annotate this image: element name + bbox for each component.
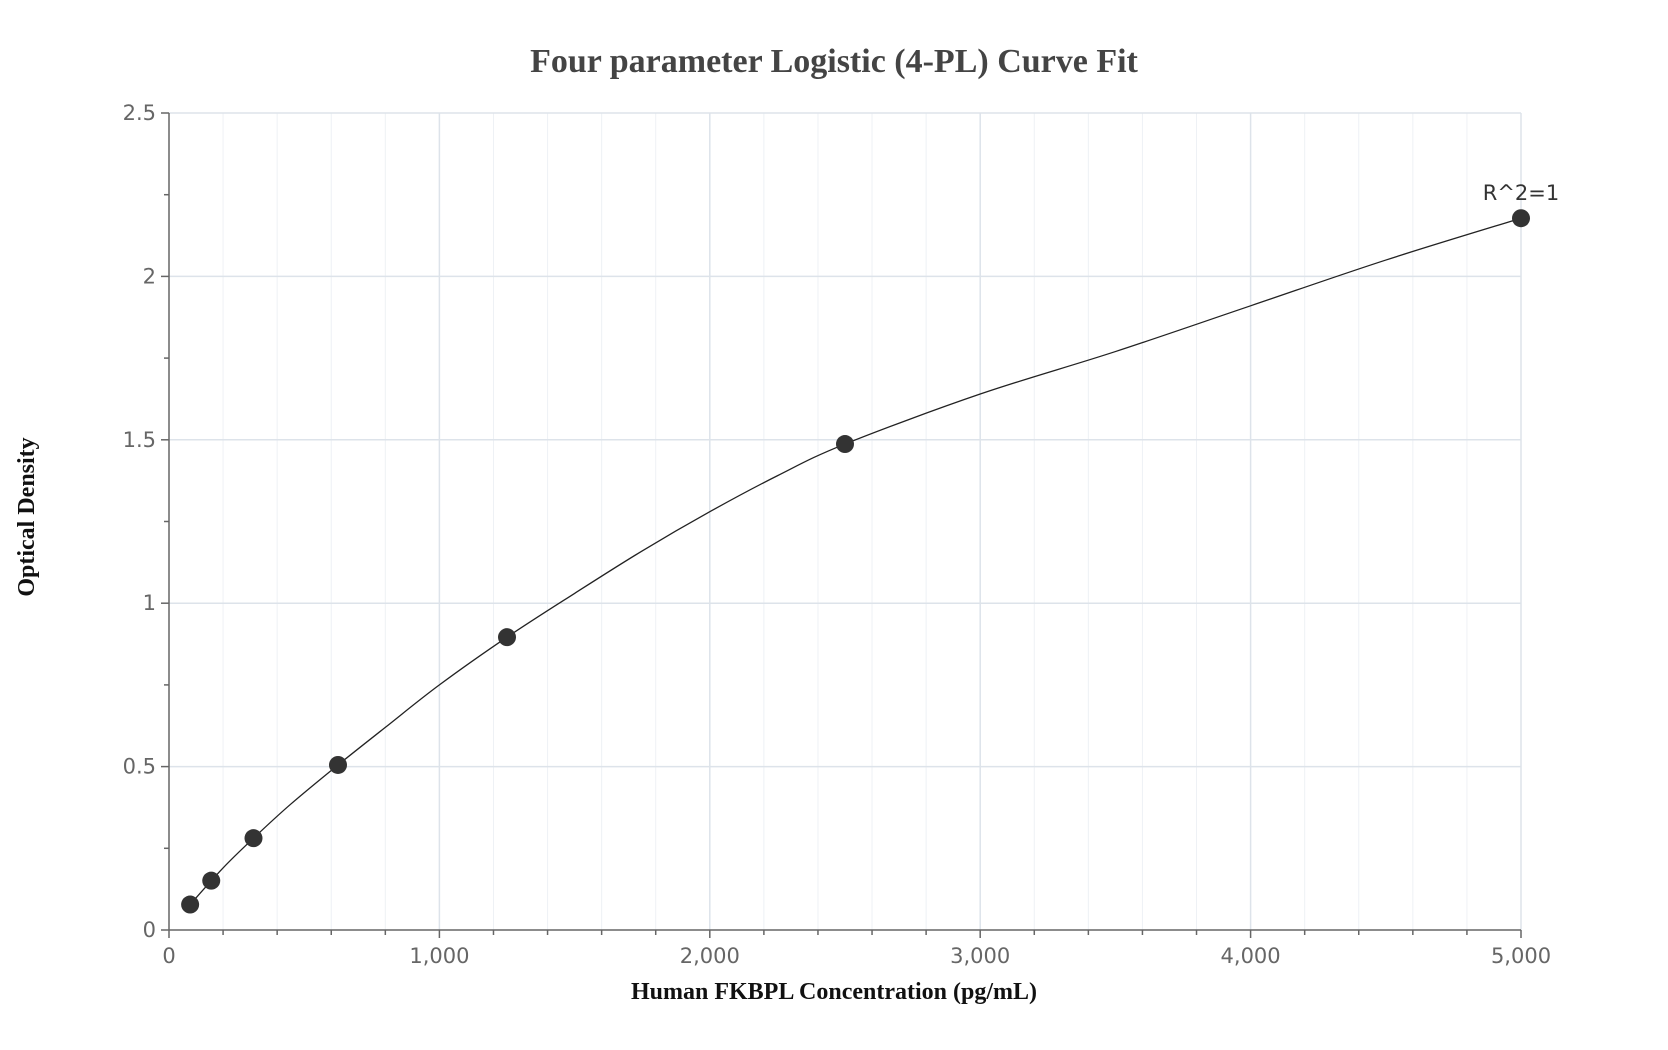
data-point (181, 895, 200, 914)
y-tick-label: 1 (143, 591, 156, 615)
y-axis-title: Optical Density (14, 437, 40, 596)
fit-curve-group (189, 217, 1522, 905)
y-tick-label: 2.5 (123, 101, 156, 125)
chart-title: Four parameter Logistic (4-PL) Curve Fit (530, 43, 1138, 80)
data-point (836, 435, 854, 454)
grid (169, 112, 1522, 930)
x-tick-label: 5,000 (1491, 944, 1551, 968)
x-tick-label: 0 (162, 944, 175, 968)
data-point (244, 829, 263, 848)
x-tick-label: 3,000 (950, 944, 1010, 968)
r-squared-annotation: R^2=1 (1483, 181, 1560, 205)
y-tick-label: 0.5 (123, 755, 156, 779)
x-tick-label: 4,000 (1221, 944, 1281, 968)
y-tick-label: 2 (143, 264, 156, 288)
x-tick-label: 2,000 (680, 944, 740, 968)
axes (161, 112, 1522, 938)
data-point (1512, 209, 1530, 228)
fit-curve-line (189, 217, 1522, 905)
tick-labels: 0 1,000 2,000 3,000 4,000 5,000 0 0.5 1 1.5 2 2.5 (123, 101, 1551, 968)
x-tick-label: 1,000 (409, 944, 469, 968)
y-tick-label: 1.5 (123, 428, 156, 452)
data-point (202, 871, 221, 890)
y-tick-label: 0 (143, 918, 156, 942)
x-axis-title: Human FKBPL Concentration (pg/mL) (631, 979, 1037, 1005)
data-point (329, 755, 347, 774)
data-points (181, 209, 1530, 914)
data-point (498, 628, 516, 647)
